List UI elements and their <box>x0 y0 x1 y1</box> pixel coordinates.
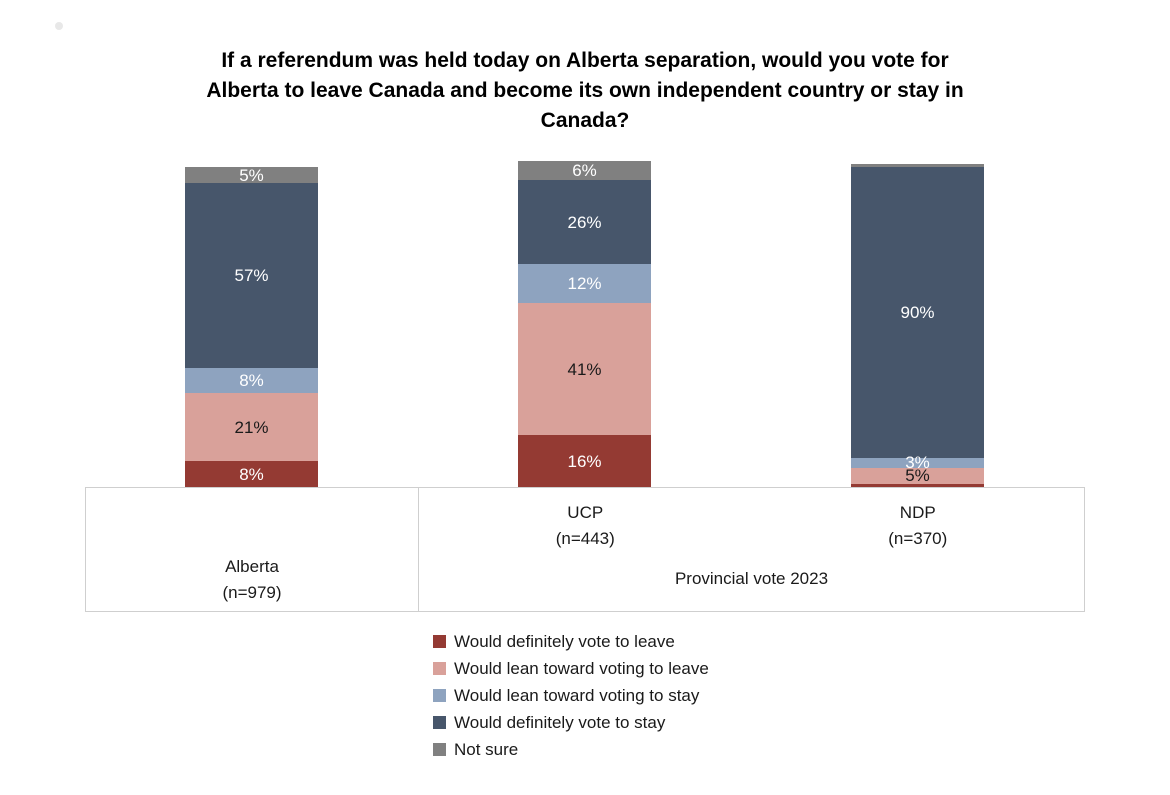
segment-ndp-series-4 <box>851 164 984 168</box>
segment-value-label: 26% <box>567 212 602 232</box>
category-axis: Alberta (n=979) UCP (n=443) NDP (n=370) … <box>85 487 1085 612</box>
segment-alberta-series-3: 57% <box>185 183 318 368</box>
bar-ucp: 6% 26% 12% 41% 16% <box>518 160 651 487</box>
legend-label: Would lean toward voting to stay <box>454 685 700 705</box>
segment-value-label: 8% <box>239 464 264 484</box>
category-cell-ucp: UCP (n=443) <box>419 500 752 552</box>
segment-alberta-series-2: 8% <box>185 367 318 394</box>
category-sublabel-alberta: (n=979) <box>222 583 282 602</box>
category-sublabel-ndp: (n=370) <box>888 529 948 548</box>
segment-value-label: 3% <box>905 453 930 473</box>
legend-label: Would definitely vote to leave <box>454 631 675 651</box>
plot-area: 5% 57% 8% 21% 8% 6% 26% 12% 41% 16% 90% 3% 5% <box>85 130 1085 487</box>
legend-item-1: Would lean toward voting to leave <box>433 657 709 679</box>
segment-ndp-series-1: 5% <box>851 466 984 486</box>
legend-item-4: Not sure <box>433 738 709 760</box>
segment-value-label: 90% <box>900 303 935 323</box>
segment-value-label: 5% <box>905 466 930 486</box>
category-label-ucp: UCP <box>567 503 604 522</box>
legend: Would definitely vote to leave Would lean… <box>433 630 709 765</box>
segment-ndp-series-3: 90% <box>851 167 984 458</box>
segment-alberta-series-0: 8% <box>185 461 318 487</box>
segment-ndp-series-0 <box>851 483 984 487</box>
legend-swatch-icon <box>433 661 446 675</box>
segment-value-label: 5% <box>239 165 264 185</box>
segment-ucp-series-2: 12% <box>518 264 651 303</box>
legend-item-3: Would definitely vote to stay <box>433 711 709 733</box>
segment-alberta-series-4: 5% <box>185 165 318 185</box>
bar-ndp: 90% 3% 5% <box>851 164 984 487</box>
group-label-provincial-vote-2023: Provincial vote 2023 <box>674 569 829 588</box>
legend-swatch-icon <box>433 742 446 756</box>
segment-ndp-series-2: 3% <box>851 454 984 471</box>
artifact-mark <box>55 22 63 30</box>
legend-item-0: Would definitely vote to leave <box>433 630 709 652</box>
subcategory-row: UCP (n=443) NDP (n=370) <box>419 488 1084 552</box>
legend-swatch-icon <box>433 634 446 648</box>
axis-group-provincial-vote: UCP (n=443) NDP (n=370) Provincial vote … <box>419 488 1084 611</box>
segment-value-label: 41% <box>567 359 602 379</box>
segment-alberta-series-1: 21% <box>185 393 318 462</box>
legend-swatch-icon <box>433 715 446 729</box>
legend-swatch-icon <box>433 688 446 702</box>
legend-item-2: Would lean toward voting to stay <box>433 684 709 706</box>
chart-title: If a referendum was held today on Albert… <box>206 49 964 132</box>
segment-value-label: 57% <box>234 265 269 285</box>
legend-label: Would lean toward voting to leave <box>454 658 709 678</box>
segment-ucp-series-0: 16% <box>518 435 651 487</box>
segment-ucp-series-1: 41% <box>518 302 651 436</box>
category-label-ndp: NDP <box>899 503 936 522</box>
segment-value-label: 16% <box>567 451 602 471</box>
segment-value-label: 21% <box>234 417 269 437</box>
legend-label: Would definitely vote to stay <box>454 712 666 732</box>
segment-value-label: 6% <box>572 161 597 180</box>
segment-ucp-series-3: 26% <box>518 180 651 265</box>
category-sublabel-ucp: (n=443) <box>555 529 615 548</box>
category-label-alberta: Alberta <box>225 557 279 576</box>
bar-alberta: 5% 57% 8% 21% 8% <box>185 167 318 487</box>
segment-value-label: 8% <box>239 370 264 390</box>
legend-label: Not sure <box>454 739 519 759</box>
segment-ucp-series-4: 6% <box>518 160 651 181</box>
axis-group-alberta: Alberta (n=979) <box>86 488 419 611</box>
segment-value-label: 12% <box>567 274 602 294</box>
category-cell-ndp: NDP (n=370) <box>752 500 1085 552</box>
